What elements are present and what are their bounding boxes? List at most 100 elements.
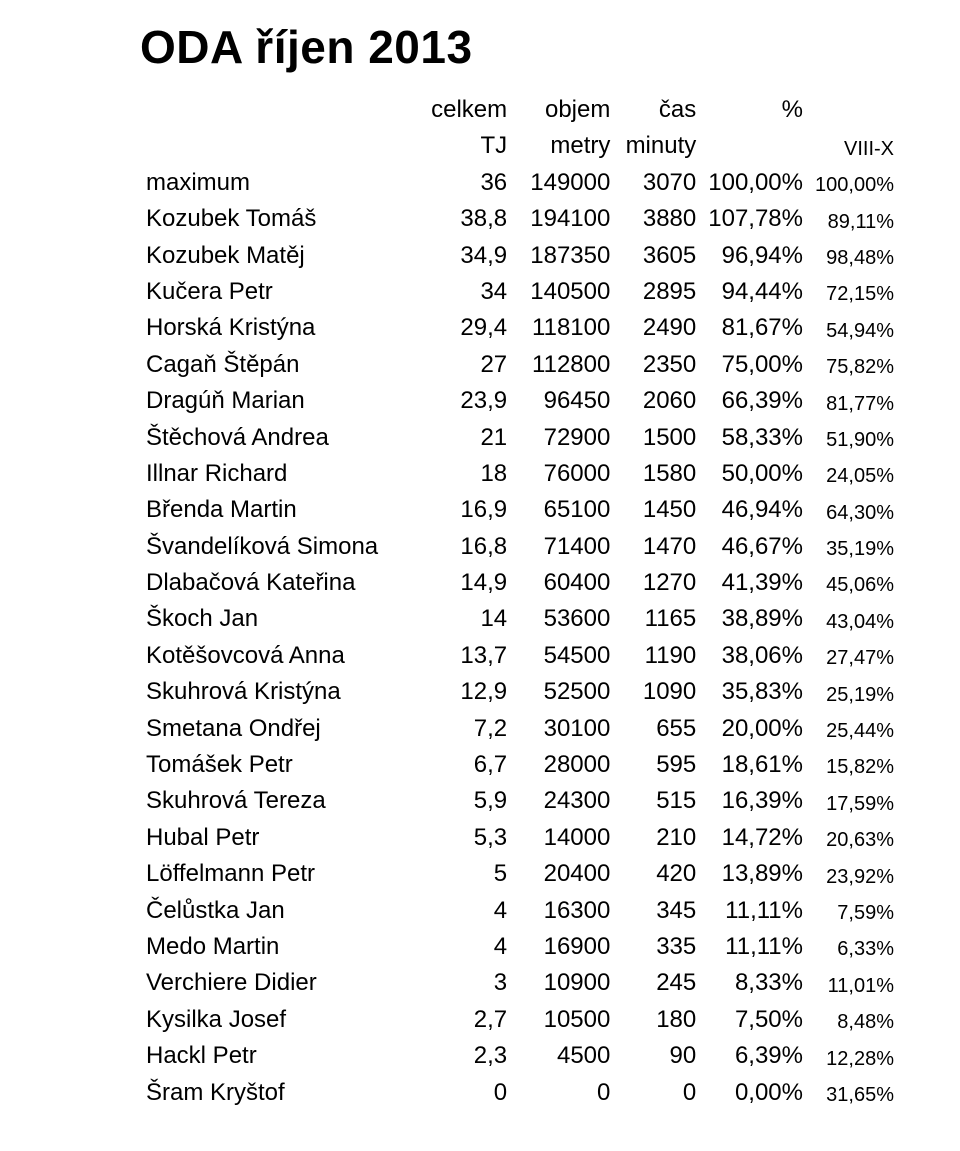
cell-metry: 0: [513, 1075, 616, 1111]
table-row: Kysilka Josef2,7105001807,50%8,48%: [140, 1002, 900, 1038]
hdr2-minuty: minuty: [616, 128, 702, 164]
cell-tj: 2,3: [424, 1038, 513, 1074]
cell-tj: 12,9: [424, 674, 513, 710]
cell-tj: 23,9: [424, 383, 513, 419]
hdr1-pct: %: [702, 92, 809, 128]
results-table: celkem objem čas % TJ metry minuty VIII-…: [140, 92, 900, 1111]
cell-metry: 28000: [513, 747, 616, 783]
table-row-maximum: maximum 36 149000 3070 100,00% 100,00%: [140, 165, 900, 201]
table-row: Dragúň Marian23,996450206066,39%81,77%: [140, 383, 900, 419]
cell-v8x: 64,30%: [809, 492, 900, 528]
cell-v8x: 35,19%: [809, 529, 900, 565]
cell-pct: 50,00%: [702, 456, 809, 492]
table-row: Smetana Ondřej7,23010065520,00%25,44%: [140, 711, 900, 747]
cell-tj: 21: [424, 420, 513, 456]
table-row: Cagaň Štěpán27112800235075,00%75,82%: [140, 347, 900, 383]
hdr1-v8x: [809, 92, 900, 128]
cell-metry: 187350: [513, 238, 616, 274]
cell-tj: 13,7: [424, 638, 513, 674]
table-row: Štěchová Andrea2172900150058,33%51,90%: [140, 420, 900, 456]
cell-metry: 71400: [513, 529, 616, 565]
cell-v8x: 12,28%: [809, 1038, 900, 1074]
cell-tj: 3: [424, 965, 513, 1001]
cell-minuty: 2895: [616, 274, 702, 310]
cell-metry: 194100: [513, 201, 616, 237]
cell-pct: 6,39%: [702, 1038, 809, 1074]
cell-pct: 7,50%: [702, 1002, 809, 1038]
cell-minuty: 515: [616, 783, 702, 819]
cell-tj: 16,9: [424, 492, 513, 528]
cell-tj: 38,8: [424, 201, 513, 237]
hdr1-metry: objem: [513, 92, 616, 128]
cell-name: Břenda Martin: [140, 492, 424, 528]
cell-metry: 16900: [513, 929, 616, 965]
cell-name: Švandelíková Simona: [140, 529, 424, 565]
hdr2-metry: metry: [513, 128, 616, 164]
cell-pct: 66,39%: [702, 383, 809, 419]
table-row: Kučera Petr34140500289594,44%72,15%: [140, 274, 900, 310]
cell-name: Horská Kristýna: [140, 310, 424, 346]
table-row: Dlabačová Kateřina14,960400127041,39%45,…: [140, 565, 900, 601]
cell-metry: 54500: [513, 638, 616, 674]
cell-name: Čelůstka Jan: [140, 893, 424, 929]
cell-tj: 14: [424, 601, 513, 637]
table-body: Kozubek Tomáš38,81941003880107,78%89,11%…: [140, 201, 900, 1111]
cell-pct: 46,67%: [702, 529, 809, 565]
cell-name: Tomášek Petr: [140, 747, 424, 783]
cell-minuty: 180: [616, 1002, 702, 1038]
cell-v8x: 17,59%: [809, 783, 900, 819]
cell-metry: 52500: [513, 674, 616, 710]
cell-metry: 10900: [513, 965, 616, 1001]
max-v8x: 100,00%: [809, 165, 900, 201]
cell-pct: 38,89%: [702, 601, 809, 637]
cell-tj: 5: [424, 856, 513, 892]
cell-name: Skuhrová Kristýna: [140, 674, 424, 710]
cell-pct: 94,44%: [702, 274, 809, 310]
cell-name: Medo Martin: [140, 929, 424, 965]
max-metry: 149000: [513, 165, 616, 201]
cell-v8x: 20,63%: [809, 820, 900, 856]
max-pct: 100,00%: [702, 165, 809, 201]
cell-minuty: 420: [616, 856, 702, 892]
cell-v8x: 43,04%: [809, 601, 900, 637]
cell-name: Štěchová Andrea: [140, 420, 424, 456]
cell-minuty: 3880: [616, 201, 702, 237]
cell-pct: 18,61%: [702, 747, 809, 783]
max-name: maximum: [140, 165, 424, 201]
cell-metry: 140500: [513, 274, 616, 310]
cell-tj: 7,2: [424, 711, 513, 747]
cell-name: Dragúň Marian: [140, 383, 424, 419]
cell-metry: 16300: [513, 893, 616, 929]
cell-v8x: 6,33%: [809, 929, 900, 965]
cell-name: Kučera Petr: [140, 274, 424, 310]
cell-minuty: 210: [616, 820, 702, 856]
cell-name: Kozubek Tomáš: [140, 201, 424, 237]
cell-pct: 35,83%: [702, 674, 809, 710]
table-row: Škoch Jan1453600116538,89%43,04%: [140, 601, 900, 637]
cell-pct: 46,94%: [702, 492, 809, 528]
cell-v8x: 54,94%: [809, 310, 900, 346]
cell-minuty: 1165: [616, 601, 702, 637]
table-row: Čelůstka Jan41630034511,11%7,59%: [140, 893, 900, 929]
table-row: Tomášek Petr6,72800059518,61%15,82%: [140, 747, 900, 783]
cell-tj: 27: [424, 347, 513, 383]
cell-pct: 20,00%: [702, 711, 809, 747]
cell-tj: 29,4: [424, 310, 513, 346]
cell-name: Kozubek Matěj: [140, 238, 424, 274]
max-minuty: 3070: [616, 165, 702, 201]
table-row: Kotěšovcová Anna13,754500119038,06%27,47…: [140, 638, 900, 674]
cell-v8x: 8,48%: [809, 1002, 900, 1038]
cell-v8x: 25,44%: [809, 711, 900, 747]
cell-name: Illnar Richard: [140, 456, 424, 492]
cell-v8x: 45,06%: [809, 565, 900, 601]
table-row: Verchiere Didier3109002458,33%11,01%: [140, 965, 900, 1001]
cell-minuty: 335: [616, 929, 702, 965]
table-header-row-1: celkem objem čas %: [140, 92, 900, 128]
cell-metry: 72900: [513, 420, 616, 456]
cell-pct: 13,89%: [702, 856, 809, 892]
cell-minuty: 2350: [616, 347, 702, 383]
cell-minuty: 90: [616, 1038, 702, 1074]
cell-pct: 38,06%: [702, 638, 809, 674]
cell-minuty: 245: [616, 965, 702, 1001]
cell-name: Kotěšovcová Anna: [140, 638, 424, 674]
